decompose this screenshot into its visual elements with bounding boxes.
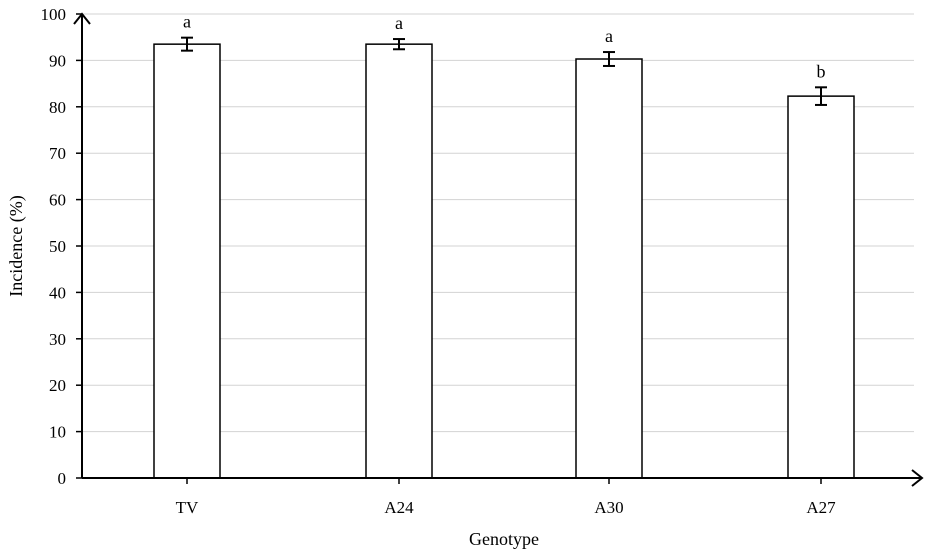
- y-tick-label: 70: [49, 144, 66, 163]
- significance-label: a: [605, 26, 613, 46]
- y-tick-label: 90: [49, 51, 66, 70]
- x-tick-label: TV: [176, 498, 199, 517]
- bar: [575, 58, 643, 479]
- x-tick-label: A30: [594, 498, 623, 517]
- x-tick-label: A27: [806, 498, 836, 517]
- significance-label: a: [395, 13, 403, 33]
- y-axis-title: Incidence (%): [6, 195, 27, 296]
- x-tick-label: A24: [384, 498, 414, 517]
- bars: [153, 36, 855, 479]
- y-tick-label: 40: [49, 283, 66, 302]
- y-tick-label: 10: [49, 423, 66, 442]
- y-tick-label: 100: [41, 5, 67, 24]
- y-tick-label: 50: [49, 237, 66, 256]
- significance-label: b: [817, 61, 826, 81]
- y-axis-arrow: [73, 12, 91, 25]
- y-tick-label: 20: [49, 376, 66, 395]
- y-tick-label: 80: [49, 98, 66, 117]
- bar: [787, 95, 855, 479]
- y-tick-label: 60: [49, 191, 66, 210]
- y-tick-label: 0: [58, 469, 67, 488]
- significance-label: a: [183, 12, 191, 32]
- y-tick-label: 30: [49, 330, 66, 349]
- x-axis-title: Genotype: [469, 529, 539, 549]
- bar: [153, 43, 221, 479]
- labels: 0 10 20 30 40 50 60 70 80 90 100 a TV a A24 a A30 b A27: [41, 5, 837, 517]
- axes: [73, 12, 924, 487]
- x-axis-arrow: [911, 469, 924, 487]
- bar: [365, 43, 433, 479]
